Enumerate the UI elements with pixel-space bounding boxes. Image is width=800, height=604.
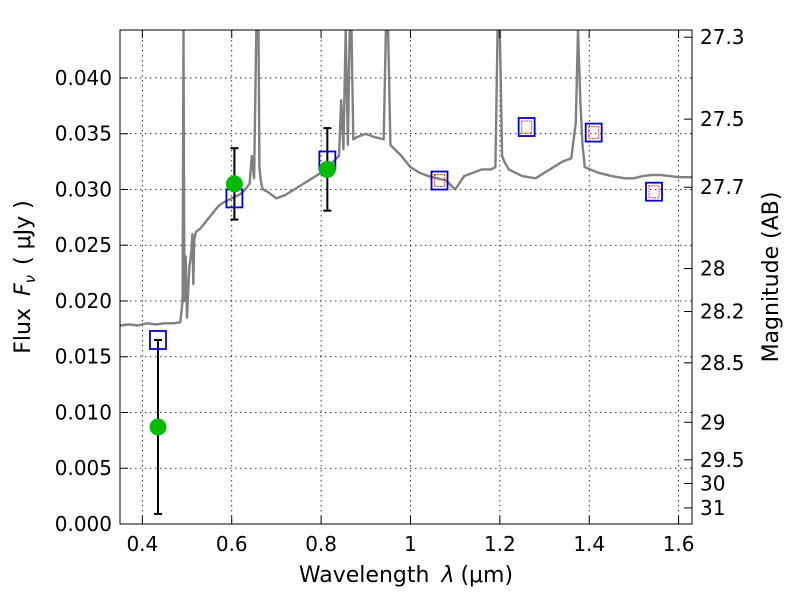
x-axis-label: Wavelength λ (μm) bbox=[299, 563, 513, 588]
y-axis-label: FluxFν( μJy ) bbox=[11, 200, 39, 353]
observed-flux-point bbox=[318, 160, 336, 178]
x-tick-label: 0.6 bbox=[216, 532, 248, 556]
y-tick-label: 0.035 bbox=[55, 122, 112, 146]
y-tick-label: 0.000 bbox=[55, 512, 112, 536]
magnitude-tick-label: 31 bbox=[700, 496, 725, 520]
sed-template-path bbox=[120, 30, 692, 327]
magnitude-tick-label: 28.5 bbox=[700, 351, 745, 375]
grid bbox=[120, 30, 692, 525]
magnitude-tick-label: 27.7 bbox=[700, 175, 745, 199]
x-tick-label: 1.2 bbox=[484, 532, 516, 556]
x-axis: 0.4 0.6 0.8 1 1.2 1.4 1.6 bbox=[126, 30, 695, 556]
y-tick-label: 0.005 bbox=[55, 456, 112, 480]
model-flux-square bbox=[149, 330, 167, 350]
y-tick-label: 0.030 bbox=[55, 177, 112, 201]
y-tick-label: 0.010 bbox=[55, 400, 112, 424]
model-flux-inner-square bbox=[521, 120, 533, 134]
magnitude-tick-label: 29.5 bbox=[700, 448, 745, 472]
y-tick-label: 0.015 bbox=[55, 345, 112, 369]
model-flux-square bbox=[517, 117, 536, 137]
magnitude-tick-label: 27.5 bbox=[700, 107, 745, 131]
model-flux-inner-square bbox=[434, 174, 446, 188]
x-tick-label: 0.8 bbox=[305, 532, 337, 556]
magnitude-tick-label: 27.3 bbox=[700, 25, 745, 49]
model-flux-square bbox=[430, 170, 449, 191]
magnitude-tick-label: 30 bbox=[700, 472, 725, 496]
observed-flux-point bbox=[149, 418, 167, 436]
magnitude-axis-label: Magnitude (AB) bbox=[759, 192, 784, 363]
y-tick-label: 0.040 bbox=[55, 66, 112, 90]
observed-flux-point bbox=[225, 175, 243, 193]
plot-area bbox=[120, 30, 692, 524]
model-flux-square bbox=[645, 181, 663, 202]
model-flux-inner-square bbox=[648, 185, 660, 199]
plot-frame bbox=[119, 29, 693, 525]
x-tick-label: 0.4 bbox=[126, 532, 158, 556]
x-tick-label: 1 bbox=[404, 532, 417, 556]
magnitude-tick-label: 28.2 bbox=[700, 300, 745, 324]
model-flux-inner-square bbox=[588, 126, 600, 140]
x-tick-label: 1.4 bbox=[573, 532, 605, 556]
x-tick-label: 1.6 bbox=[663, 532, 695, 556]
magnitude-tick-label: 29 bbox=[700, 410, 725, 434]
y-tick-label: 0.020 bbox=[55, 289, 112, 313]
magnitude-tick-label: 28 bbox=[700, 257, 725, 281]
sed-template-line bbox=[120, 30, 692, 327]
y-axis: 0.000 0.005 0.010 0.015 0.020 0.025 0.030 0.035… bbox=[55, 66, 128, 536]
photometry-markers bbox=[149, 117, 663, 515]
model-flux-square bbox=[584, 122, 603, 143]
y-tick-label: 0.025 bbox=[55, 233, 112, 257]
